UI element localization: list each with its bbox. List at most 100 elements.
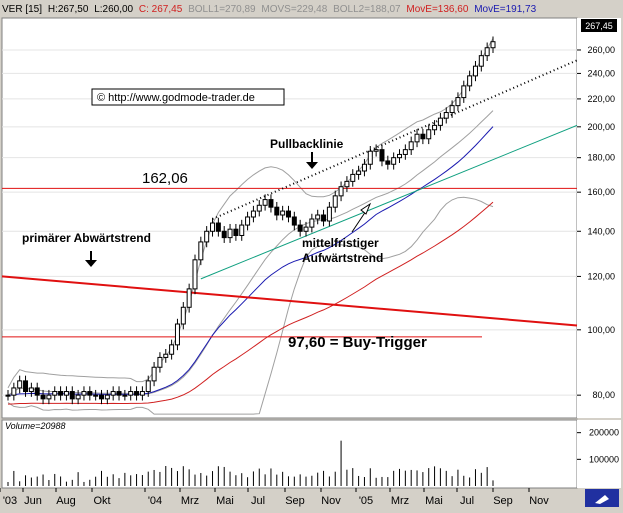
- x-tick-label: Okt: [93, 495, 110, 507]
- candle-body: [221, 230, 227, 239]
- header-move2: MovE=191,73: [474, 4, 536, 15]
- y-tick-label: 120,00: [587, 271, 615, 281]
- candle-body: [408, 141, 414, 151]
- candle-body: [426, 129, 432, 140]
- header-low: L:260,00: [94, 4, 133, 15]
- header-close: C: 267,45: [139, 4, 183, 15]
- x-tick-label: Jun: [24, 495, 42, 507]
- candle-body: [420, 133, 426, 140]
- price-panel: [1, 17, 578, 419]
- candle-body: [134, 391, 140, 396]
- watermark-text: © http://www.godmode-trader.de: [97, 92, 255, 104]
- candle-body: [186, 288, 192, 308]
- volume-label: Volume=20988: [5, 421, 65, 431]
- candle-body: [385, 160, 391, 165]
- volume-tick-label: 100000: [589, 454, 619, 464]
- candle-body: [145, 380, 151, 393]
- candle-body: [455, 97, 461, 107]
- candle-body: [28, 387, 34, 393]
- primary-downtrend-line: [1, 275, 578, 327]
- candle-body: [367, 150, 373, 165]
- candle-body: [250, 210, 256, 218]
- time-axis: '03 Jun Aug Okt '04 Mrz Mai Jul Sep Nov '05 Mrz Mai J…: [0, 488, 549, 507]
- header-symbol: VER [15]: [2, 4, 42, 15]
- volume-bars: [7, 440, 494, 486]
- candle-body: [280, 210, 286, 216]
- candle-body: [227, 228, 233, 239]
- x-tick-label: Sep: [285, 495, 305, 507]
- candle-body: [75, 394, 81, 400]
- grid: [2, 49, 577, 396]
- y-tick-label: 220,00: [587, 94, 615, 104]
- candle-body: [484, 47, 490, 57]
- candle-body: [291, 216, 297, 226]
- mid-trend-label-1: mittelfristiger: [302, 236, 379, 250]
- candle-body: [58, 391, 64, 396]
- x-tick-label: Jul: [251, 495, 265, 507]
- x-tick-label: Sep: [493, 495, 513, 507]
- candle-body: [104, 394, 110, 400]
- volume-panel: [1, 419, 578, 489]
- pullback-arrow-icon: [306, 152, 318, 169]
- y-tick-label: 180,00: [587, 153, 615, 163]
- candle-body: [63, 391, 69, 396]
- candle-body: [461, 85, 467, 99]
- candle-body: [17, 380, 23, 389]
- mid-trend-arrow-icon: [351, 202, 372, 233]
- x-tick-label: Jul: [460, 495, 474, 507]
- y-tick-label: 140,00: [587, 226, 615, 236]
- chart-tool-icon[interactable]: [585, 489, 619, 507]
- candle-body: [432, 124, 438, 131]
- candle-body: [309, 218, 315, 228]
- x-tick-label: Nov: [321, 495, 341, 507]
- candle-body: [414, 133, 420, 143]
- candle-body: [262, 199, 268, 206]
- candle-body: [239, 224, 245, 236]
- candle-body: [373, 149, 379, 152]
- candle-body: [490, 41, 496, 49]
- candle-body: [69, 391, 75, 400]
- candle-body: [449, 105, 455, 114]
- candle-body: [297, 224, 303, 232]
- candle-body: [151, 366, 157, 382]
- candle-body: [110, 391, 116, 396]
- x-tick-label: '03: [3, 495, 17, 507]
- uptrend-line: [200, 124, 578, 280]
- y-tick-label: 80,00: [592, 390, 615, 400]
- candle-body: [5, 394, 11, 397]
- candle-body: [285, 210, 291, 218]
- header-high: H:267,50: [48, 4, 89, 15]
- x-tick-label: '04: [148, 495, 162, 507]
- candle-body: [437, 117, 443, 126]
- candle-body: [321, 214, 327, 222]
- y-tick-label: 240,00: [587, 68, 615, 78]
- candle-body: [46, 394, 52, 400]
- candle-body: [391, 157, 397, 165]
- candle-body: [198, 241, 204, 261]
- bollinger-upper: [7, 38, 494, 389]
- x-tick-label: Mai: [216, 495, 234, 507]
- volume-axis-area: [577, 420, 621, 488]
- candle-body: [402, 149, 408, 155]
- candle-body: [215, 222, 221, 232]
- candle-body: [443, 112, 449, 119]
- candle-body: [11, 387, 17, 396]
- candle-body: [23, 380, 29, 393]
- y-tick-label: 100,00: [587, 325, 615, 335]
- pullback-label: Pullbacklinie: [270, 137, 344, 151]
- candle-body: [344, 180, 350, 188]
- candle-body: [98, 394, 104, 400]
- buy-trigger-label: 97,60 = Buy-Trigger: [288, 334, 427, 351]
- y-tick-label: 260,00: [587, 45, 615, 55]
- level-162-label: 162,06: [142, 170, 188, 187]
- candle-body: [274, 206, 280, 216]
- moving-average-long: [7, 201, 494, 405]
- x-tick-label: Mai: [425, 495, 443, 507]
- candle-body: [116, 391, 122, 396]
- x-tick-label: Aug: [56, 495, 76, 507]
- watermark-box: [91, 88, 285, 106]
- candle-body: [303, 226, 309, 232]
- x-tick-label: '05: [359, 495, 373, 507]
- candle-body: [81, 391, 87, 396]
